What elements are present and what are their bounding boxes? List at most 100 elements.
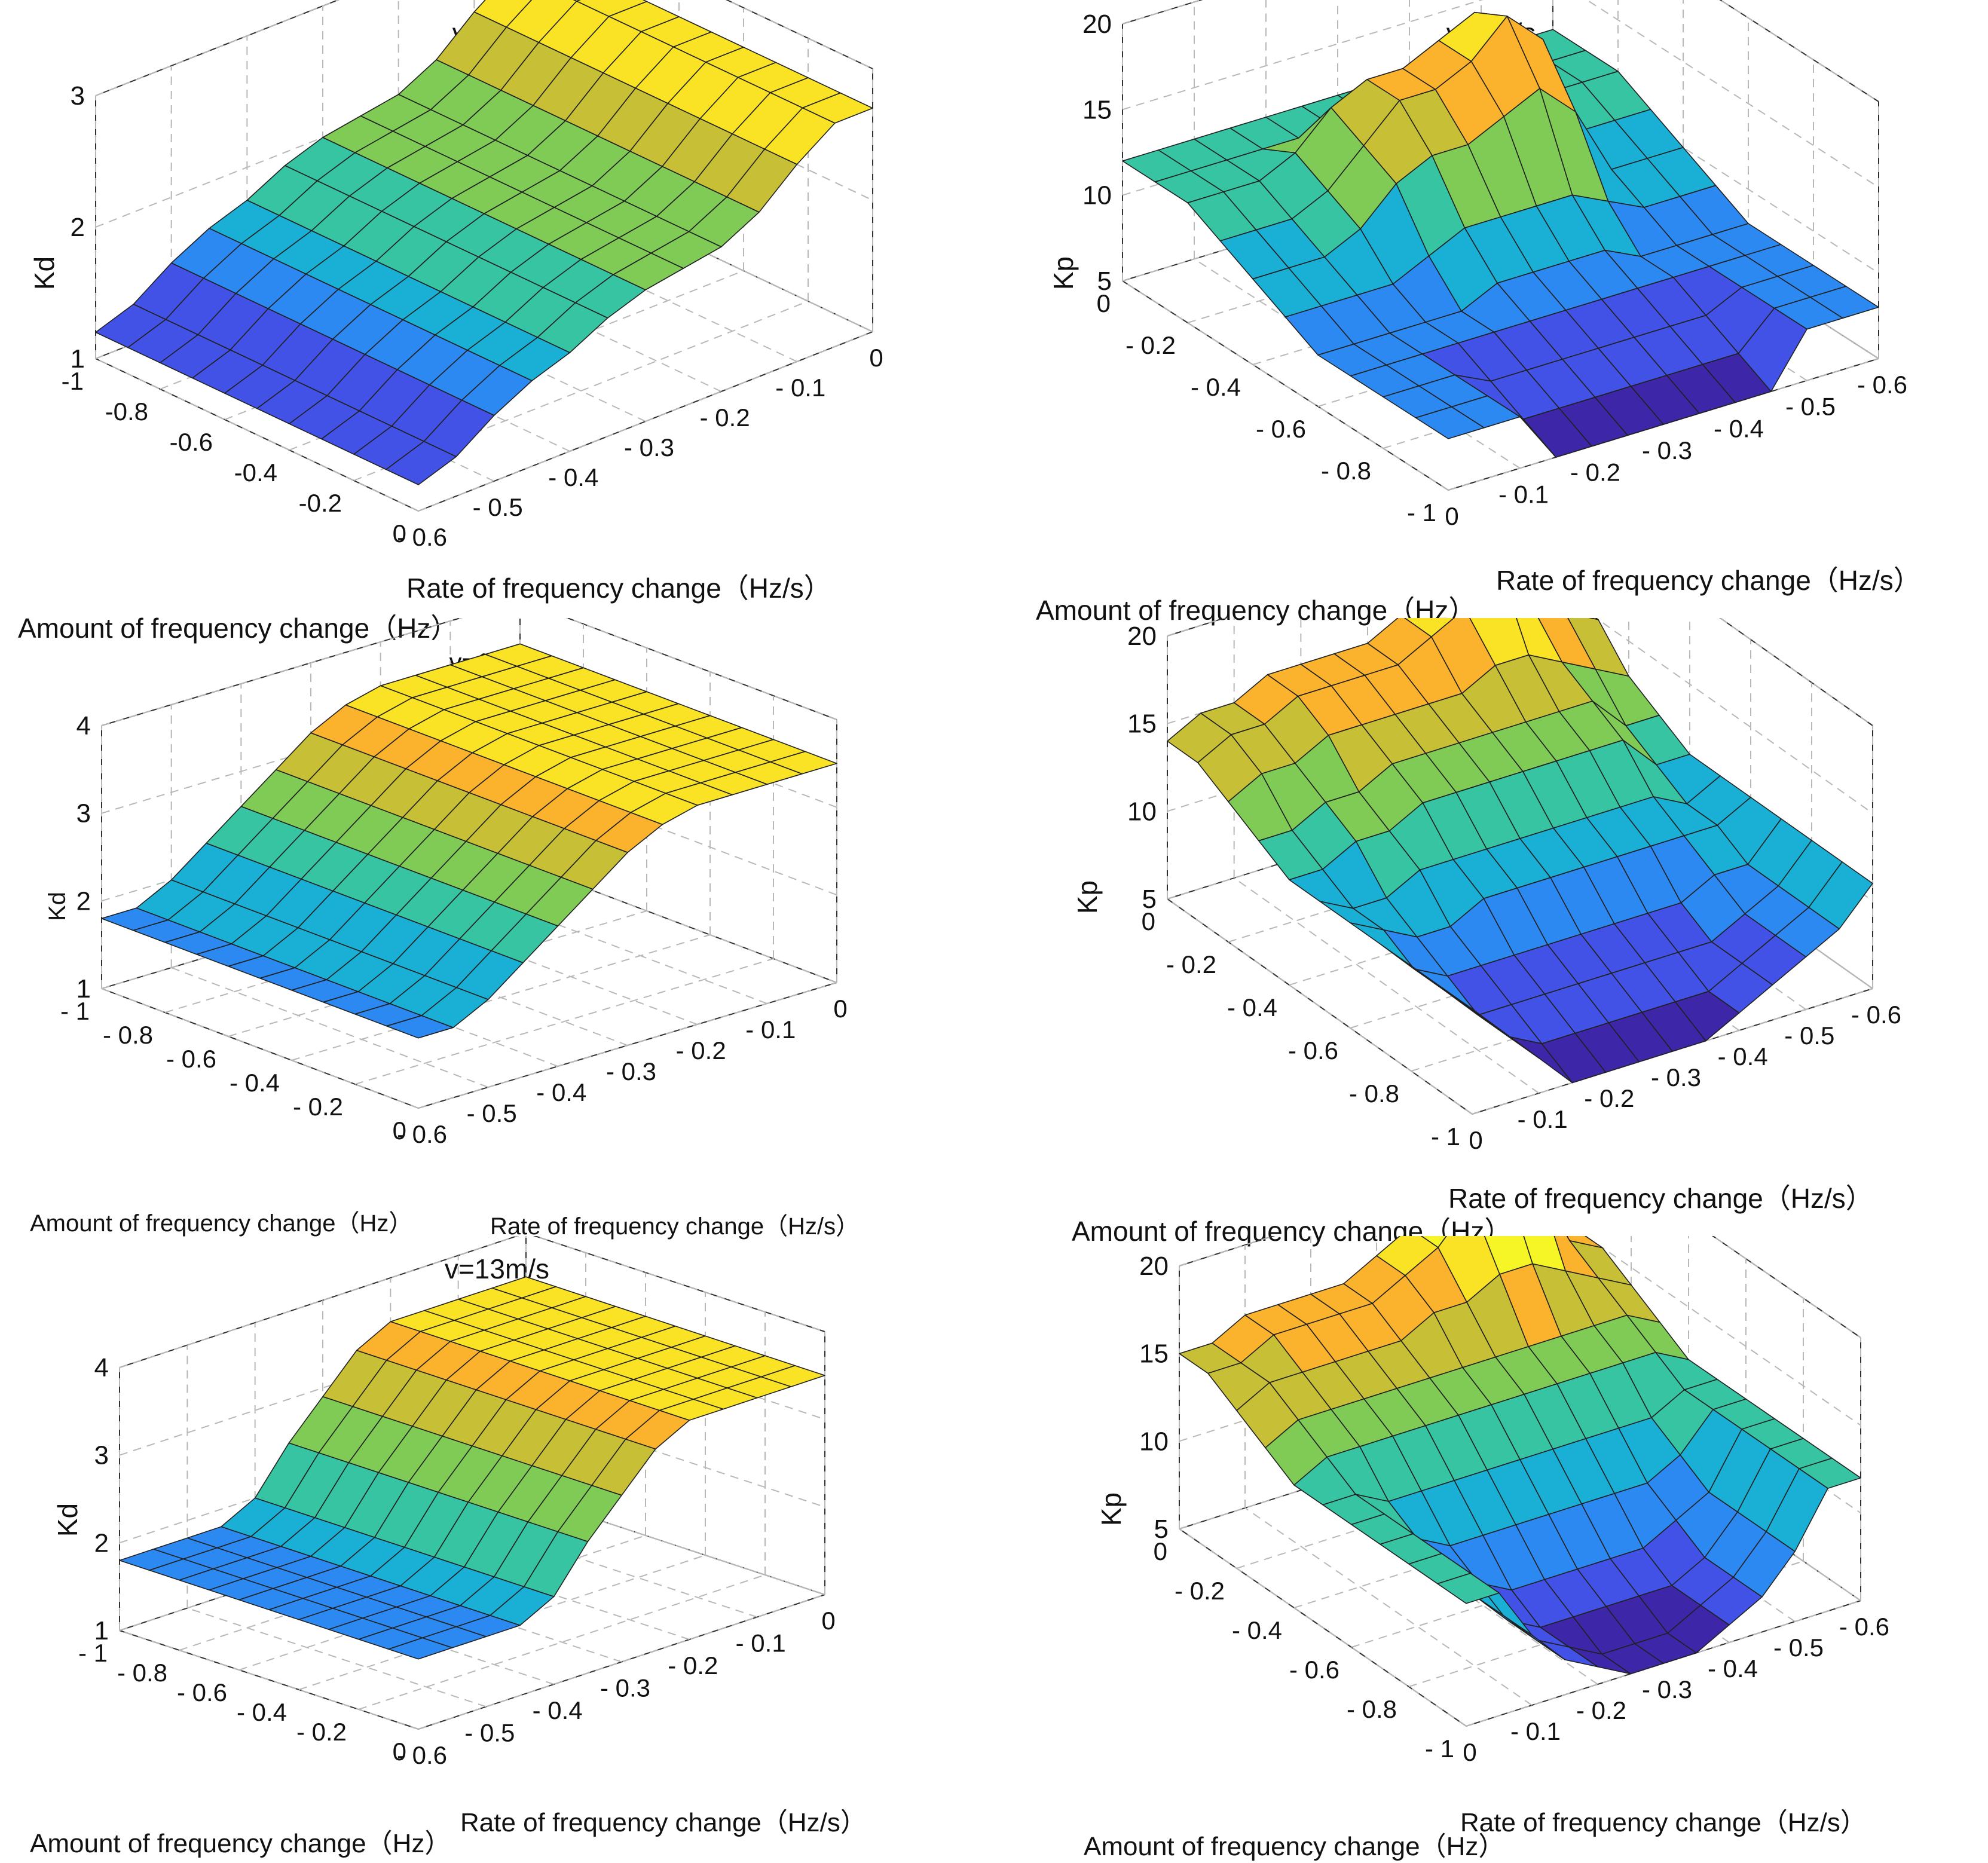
z-axis-label: Kp bbox=[1096, 1492, 1127, 1527]
z-tick-label: 15 bbox=[1082, 95, 1112, 124]
grid-line bbox=[291, 934, 711, 1061]
surface-plot: 123- 0.6- 0.5- 0.4- 0.3- 0.2- 0.100-0.2-… bbox=[62, 0, 883, 551]
y-tick-label: - 0.4 bbox=[1227, 993, 1277, 1021]
z-tick-label: 15 bbox=[1127, 709, 1157, 739]
y-tick-label: 0 bbox=[1142, 907, 1155, 935]
grid-line bbox=[1595, 618, 1873, 814]
grid-line bbox=[1122, 0, 1484, 111]
x-tick-label: 0 bbox=[833, 995, 847, 1023]
x-tick-label: - 0.1 bbox=[1518, 1105, 1568, 1133]
x-tick-label: - 0.5 bbox=[467, 1099, 517, 1127]
x-tick-label: - 0.1 bbox=[775, 374, 825, 402]
x-tick-label: - 0.2 bbox=[676, 1036, 726, 1064]
y-tick-label: -0.2 bbox=[299, 489, 342, 517]
z-tick-label: 4 bbox=[94, 1353, 109, 1382]
x-tick-label: - 0.6 bbox=[1857, 371, 1907, 399]
panel-kd-v7: v=7m/s 123- 0.6- 0.5- 0.4- 0.3- 0.2- 0.1… bbox=[0, 0, 994, 644]
y-tick-label: -0.6 bbox=[170, 428, 213, 456]
z-axis-label: Kd bbox=[29, 256, 60, 290]
y-tick-label: - 0.4 bbox=[1232, 1616, 1282, 1644]
grid-line bbox=[1584, 1236, 1861, 1426]
y-tick-label: - 0.8 bbox=[103, 1021, 153, 1049]
surface bbox=[101, 643, 837, 1039]
y-axis-label: Amount of frequency change（Hz） bbox=[30, 1829, 451, 1858]
z-axis-label: Kd bbox=[52, 1503, 84, 1537]
y-tick-label: - 1 bbox=[78, 1639, 108, 1667]
x-axis-label: Rate of frequency change（Hz/s） bbox=[1496, 565, 1921, 596]
x-tick-label: - 0.6 bbox=[397, 1120, 447, 1148]
x-tick-label: - 0.2 bbox=[668, 1651, 718, 1680]
z-tick-label: 3 bbox=[77, 799, 91, 828]
grid-line bbox=[1122, 280, 1449, 491]
grid-line bbox=[418, 982, 837, 1109]
grid-line bbox=[1244, 1507, 1533, 1706]
surface bbox=[1179, 1236, 1861, 1675]
grid-line bbox=[1472, 988, 1873, 1115]
z-tick-label: 2 bbox=[94, 1528, 109, 1558]
y-tick-label: - 0.6 bbox=[1256, 415, 1306, 443]
grid-line bbox=[525, 1408, 825, 1508]
z-tick-label: 20 bbox=[1139, 1252, 1169, 1281]
y-tick-label: - 0.4 bbox=[1191, 373, 1241, 401]
grid-line bbox=[1586, 0, 1879, 188]
grid-line bbox=[1122, 0, 1203, 25]
y-tick-label: - 0.2 bbox=[296, 1718, 347, 1746]
y-tick-label: - 0.6 bbox=[177, 1678, 227, 1706]
grid-line bbox=[354, 958, 774, 1085]
z-tick-label: 2 bbox=[77, 886, 91, 916]
x-axis-label: Rate of frequency change（Hz/s） bbox=[490, 1213, 860, 1240]
axis-edge bbox=[1719, 618, 1873, 726]
z-tick-label: 5 bbox=[1097, 267, 1112, 296]
x-tick-label: - 0.4 bbox=[1714, 414, 1764, 442]
grid-line bbox=[1167, 898, 1473, 1115]
axis-edge bbox=[726, 0, 873, 69]
grid-line bbox=[1719, 0, 1879, 102]
z-tick-label: 15 bbox=[1139, 1339, 1169, 1369]
y-tick-label: - 0.8 bbox=[1321, 457, 1371, 485]
surface-face bbox=[1441, 987, 1506, 1035]
z-axis-label: Kp bbox=[1048, 256, 1079, 290]
y-tick-label: -0.4 bbox=[234, 458, 277, 487]
y-tick-label: 0 bbox=[1154, 1537, 1167, 1565]
grid-line bbox=[418, 331, 873, 512]
x-tick-label: 0 bbox=[869, 344, 883, 372]
x-axis-label: Rate of frequency change（Hz/s） bbox=[406, 573, 831, 604]
y-axis-line bbox=[101, 988, 419, 1109]
x-tick-label: - 0.6 bbox=[1839, 1613, 1889, 1641]
y-tick-label: - 0.4 bbox=[237, 1698, 287, 1726]
z-tick-label: 3 bbox=[94, 1441, 109, 1470]
surface-face bbox=[388, 1637, 453, 1660]
x-tick-label: - 0.4 bbox=[1718, 1042, 1768, 1070]
x-tick-label: - 0.2 bbox=[1584, 1084, 1634, 1112]
x-tick-label: - 0.3 bbox=[1642, 436, 1692, 464]
grid-line bbox=[1448, 358, 1879, 491]
x-tick-label: - 0.4 bbox=[548, 463, 598, 491]
x-tick-label: - 0.3 bbox=[600, 1674, 650, 1702]
x-tick-label: - 0.6 bbox=[397, 523, 447, 551]
y-axis-label: Amount of frequency change（Hz） bbox=[18, 613, 458, 644]
x-tick-label: 0 bbox=[1463, 1738, 1476, 1766]
surface bbox=[119, 1276, 825, 1660]
z-tick-label: 3 bbox=[71, 81, 85, 111]
surface-face bbox=[386, 440, 457, 485]
grid-line bbox=[119, 1630, 419, 1730]
z-axis-label: Kp bbox=[1072, 880, 1103, 914]
x-tick-label: - 0.5 bbox=[1784, 1021, 1834, 1050]
x-tick-label: - 0.3 bbox=[1651, 1063, 1701, 1091]
grid-line bbox=[525, 1320, 825, 1420]
z-tick-label: 1 bbox=[71, 344, 85, 374]
surface bbox=[95, 0, 873, 485]
z-tick-label: 10 bbox=[1127, 797, 1157, 826]
x-tick-label: - 0.1 bbox=[745, 1015, 796, 1044]
grid-line bbox=[95, 0, 340, 96]
